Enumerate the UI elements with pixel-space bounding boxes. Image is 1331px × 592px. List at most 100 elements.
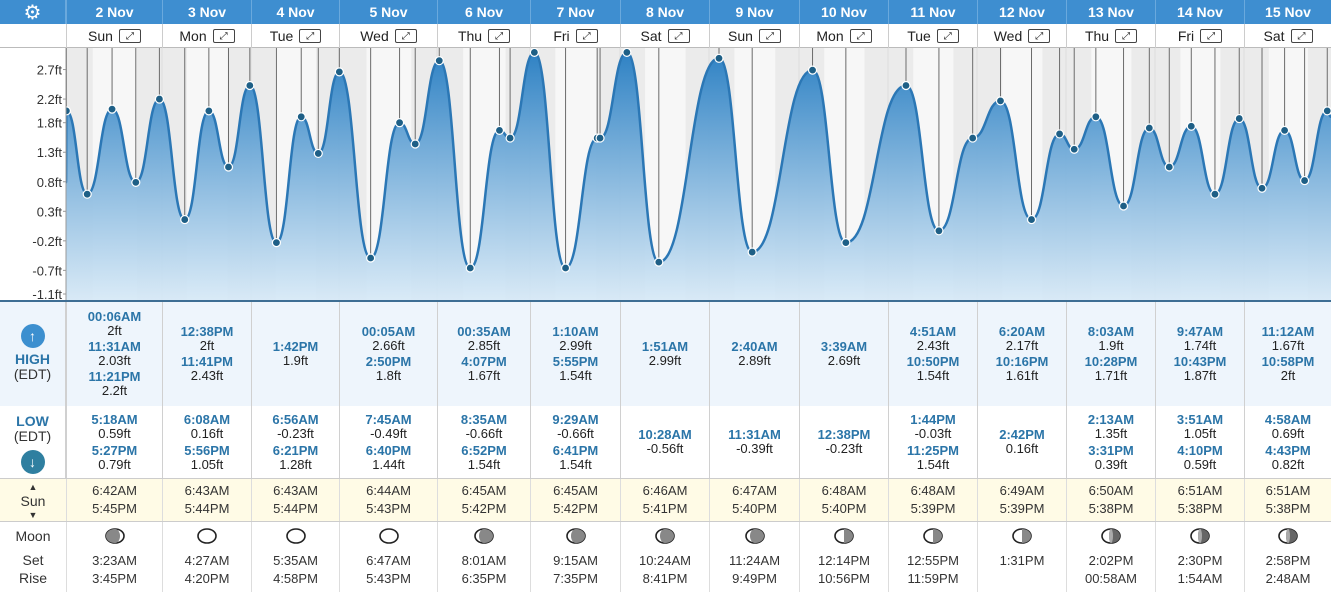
tide-point[interactable]: [1210, 189, 1220, 199]
high-tide-time: 11:31AM: [88, 339, 141, 354]
tide-point[interactable]: [654, 257, 664, 267]
expand-icon[interactable]: ⤢: [667, 29, 690, 43]
tide-point[interactable]: [529, 47, 539, 58]
tide-point[interactable]: [223, 162, 234, 172]
full-moon-icon: [285, 528, 306, 544]
sunrise-time: 6:51AM: [1177, 483, 1223, 498]
date-cell: 7 Nov: [530, 0, 620, 24]
expand-icon[interactable]: ⤢: [299, 29, 322, 43]
tide-point[interactable]: [494, 125, 505, 135]
expand-icon[interactable]: ⤢: [1028, 29, 1051, 43]
tide-point[interactable]: [465, 263, 475, 273]
waning-gibbous-moon-icon: [744, 528, 765, 544]
expand-icon[interactable]: ⤢: [758, 29, 781, 43]
y-tick-label: -0.2ft: [32, 234, 62, 249]
tide-point[interactable]: [901, 80, 911, 91]
weekday-label: Mon: [179, 28, 207, 44]
expand-icon[interactable]: ⤢: [1200, 29, 1223, 43]
tide-point[interactable]: [107, 104, 117, 114]
low-tide-height: -0.49ft: [370, 425, 407, 441]
low-tides-cell: 4:58AM 0.69ft 4:43PM 0.82ft: [1245, 406, 1331, 478]
gear-icon[interactable]: ⚙: [0, 0, 66, 24]
low-tide-time: 6:40PM: [365, 442, 412, 458]
tide-point[interactable]: [434, 56, 444, 66]
high-tides-cell: 00:05AM 2.66ft 2:50PM 1.8ft: [340, 302, 437, 406]
tide-day-column: 4:51AM 2.43ft 10:50PM 1.54ft 1:44PM -0.03ft 11…: [888, 302, 977, 478]
tide-point[interactable]: [1026, 214, 1037, 225]
tide-point[interactable]: [1118, 201, 1129, 211]
tide-point[interactable]: [334, 67, 344, 77]
sunrise-time: 6:45AM: [461, 483, 507, 498]
sunset-time: 5:38PM: [1088, 501, 1134, 516]
tide-day-column: 9:47AM 1.74ft 10:43PM 1.87ft 3:51AM 1.05ft 4:1…: [1155, 302, 1244, 478]
tide-point[interactable]: [934, 226, 944, 236]
moon-day-cell: 8:01AM 6:35PM: [437, 522, 530, 592]
tide-point[interactable]: [1257, 183, 1267, 193]
expand-icon[interactable]: ⤢: [394, 29, 417, 43]
tide-point[interactable]: [1164, 162, 1174, 172]
tide-point[interactable]: [313, 148, 323, 159]
low-tide-time: 10:28AM: [638, 427, 692, 442]
tide-point[interactable]: [1279, 125, 1290, 135]
tide-point[interactable]: [271, 238, 282, 248]
tide-point[interactable]: [1069, 144, 1079, 154]
high-timezone: (EDT): [13, 366, 52, 382]
tide-point[interactable]: [560, 263, 571, 273]
tide-point[interactable]: [204, 106, 214, 116]
tide-point[interactable]: [82, 189, 92, 199]
sun-day-cell: 6:45AM 5:42PM: [437, 479, 530, 521]
date-cell: 2 Nov: [66, 0, 162, 24]
moonset-time: 3:23AM: [92, 553, 137, 568]
date-cell: 4 Nov: [251, 0, 339, 24]
tide-point[interactable]: [131, 177, 141, 187]
tide-point[interactable]: [296, 112, 306, 122]
expand-icon[interactable]: ⤢: [212, 29, 235, 43]
tide-point[interactable]: [747, 247, 757, 257]
weekday-label: Sun: [728, 28, 753, 44]
tide-point[interactable]: [995, 96, 1006, 106]
expand-icon[interactable]: ⤢: [1115, 29, 1138, 43]
expand-icon[interactable]: ⤢: [118, 29, 141, 43]
high-tide-time: 10:43PM: [1173, 354, 1227, 369]
sun-day-cell: 6:44AM 5:43PM: [339, 479, 437, 521]
tide-point[interactable]: [1144, 123, 1154, 133]
low-tide-height: 1.28ft: [279, 456, 312, 472]
tide-point[interactable]: [410, 139, 420, 149]
tide-point[interactable]: [1299, 175, 1310, 186]
high-tide-height: 1.9ft: [282, 353, 309, 368]
low-tide-height: 1.54ft: [559, 456, 592, 472]
tide-point[interactable]: [595, 133, 605, 143]
weekday-cell: Sun ⤢: [66, 24, 162, 48]
tide-point[interactable]: [505, 133, 515, 143]
tide-point[interactable]: [1322, 106, 1331, 116]
tide-point[interactable]: [1234, 113, 1244, 124]
tide-point[interactable]: [968, 133, 978, 143]
date-cell: 8 Nov: [620, 0, 709, 24]
tide-point[interactable]: [394, 118, 405, 128]
waning-crescent-moon-icon: [1278, 528, 1298, 544]
high-tide-time: 4:51AM: [909, 324, 957, 339]
tide-point[interactable]: [1054, 129, 1065, 139]
expand-icon[interactable]: ⤢: [1290, 29, 1313, 43]
tide-point[interactable]: [841, 238, 851, 248]
low-tides-cell: 8:35AM -0.66ft 6:52PM 1.54ft: [438, 406, 530, 478]
tide-point[interactable]: [245, 80, 255, 91]
tide-point[interactable]: [180, 214, 190, 225]
tide-point[interactable]: [1091, 112, 1101, 122]
expand-icon[interactable]: ⤢: [936, 29, 959, 43]
weekday-cell: Wed ⤢: [339, 24, 437, 48]
tide-point[interactable]: [807, 65, 818, 75]
tide-point[interactable]: [714, 53, 724, 63]
moonrise-time: 2:48AM: [1265, 571, 1311, 586]
expand-icon[interactable]: ⤢: [488, 29, 511, 43]
sunset-time: 5:38PM: [1265, 501, 1311, 516]
tide-point[interactable]: [154, 94, 164, 104]
tide-point[interactable]: [622, 47, 632, 58]
tide-point[interactable]: [1186, 121, 1196, 131]
weekday-cell: Thu ⤢: [437, 24, 530, 48]
tide-point[interactable]: [366, 253, 376, 263]
sun-day-cell: 6:42AM 5:45PM: [66, 479, 162, 521]
expand-icon[interactable]: ⤢: [575, 29, 598, 43]
expand-icon[interactable]: ⤢: [849, 29, 872, 43]
moon-label: Moon: [15, 528, 51, 544]
